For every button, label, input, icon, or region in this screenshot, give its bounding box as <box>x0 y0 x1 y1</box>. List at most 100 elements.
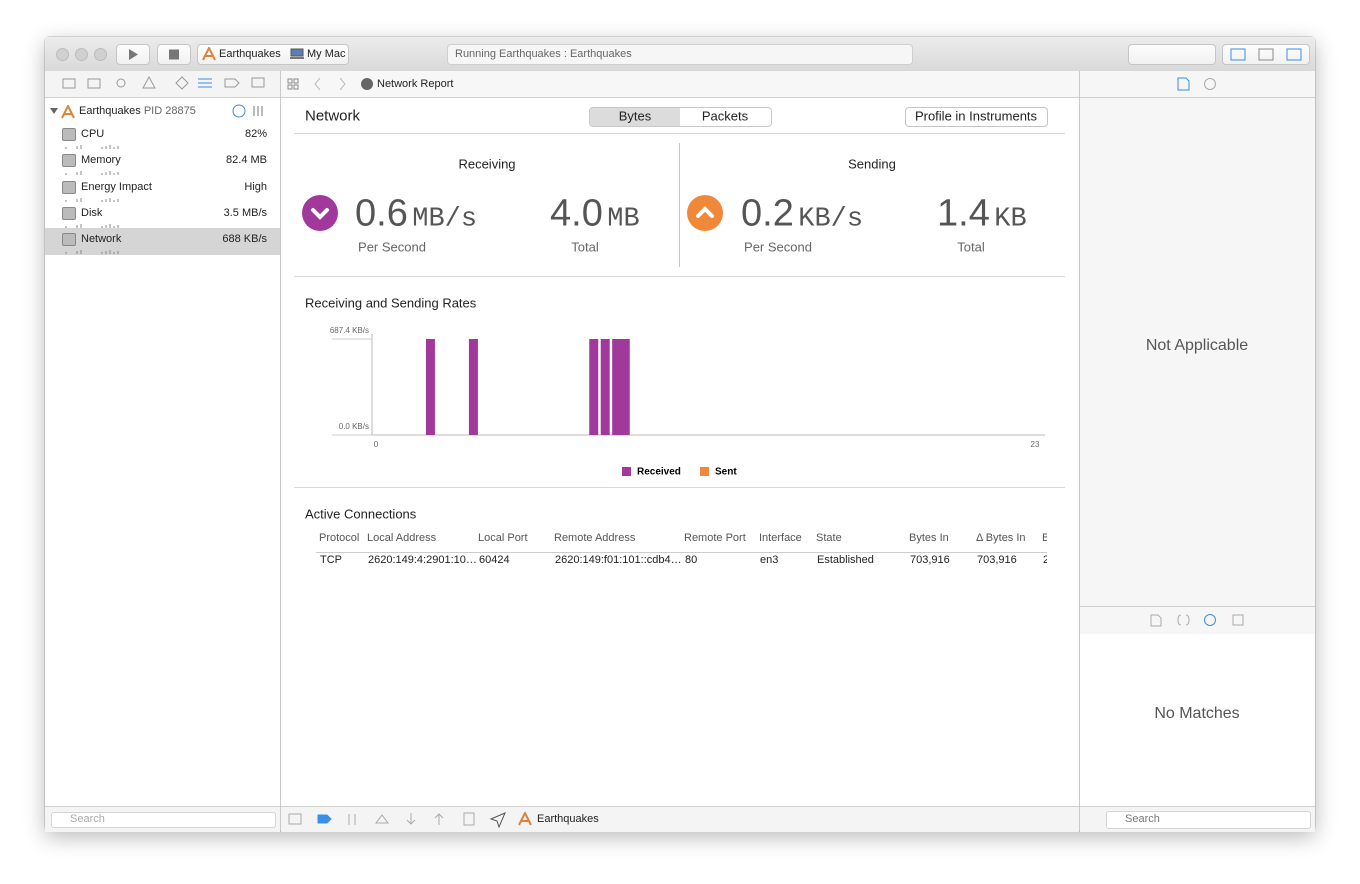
gauge-icon <box>62 206 76 220</box>
table-cell: 60424 <box>479 554 510 566</box>
receiving-total-value: 4.0 <box>550 192 603 235</box>
target-icon <box>518 812 532 826</box>
process-row[interactable]: Earthquakes PID 28875 <box>79 105 196 117</box>
process-icon <box>50 105 75 119</box>
view-toggle-buttons[interactable] <box>1222 44 1310 65</box>
table-cell: Established <box>817 554 874 566</box>
library-tabs <box>1080 606 1315 635</box>
gauge-sparkline <box>65 197 119 202</box>
column-header: Remote Address <box>554 532 636 544</box>
y-tick-label: 0.0 KB/s <box>339 422 369 431</box>
process-actions[interactable] <box>232 104 268 118</box>
connections-table: Protocol Local Address Local Port Remote Ad… <box>316 528 1047 578</box>
profile-button[interactable] <box>905 107 1048 127</box>
library-icons <box>1150 614 1244 627</box>
gauge-icon <box>62 154 76 168</box>
sending-title: Sending <box>848 156 896 172</box>
column-header: State <box>816 532 842 544</box>
receiving-rate: 0.6 MB/s <box>355 193 477 236</box>
table-cell: 80 <box>685 554 698 566</box>
zoom-button[interactable] <box>94 48 107 61</box>
scheme-selector[interactable] <box>197 44 349 65</box>
no-matches: No Matches <box>1154 705 1240 722</box>
not-applicable: Not Applicable <box>1145 337 1249 354</box>
sending-rate-value: 0.2 <box>741 192 794 235</box>
receiving-rate-label: Per Second <box>358 239 426 255</box>
navigator-divider <box>280 71 281 831</box>
inspector-tabs <box>1080 71 1315 98</box>
gauge-name: Disk <box>81 206 103 219</box>
receiving-rate-unit: MB/s <box>412 204 478 235</box>
minimize-button[interactable] <box>75 48 88 61</box>
chart-title: Receiving and Sending Rates <box>305 295 477 311</box>
legend-label: Received <box>637 467 681 478</box>
receiving-total-unit: MB <box>607 204 640 235</box>
gauge-sparkline <box>65 223 119 228</box>
library-search-field[interactable] <box>1106 811 1311 829</box>
receiving-total: 4.0 MB <box>550 193 640 236</box>
status-text: Running Earthquakes : Earthquakes <box>455 48 632 60</box>
table-cell: 703,916 <box>910 554 950 566</box>
stop-button[interactable] <box>157 44 191 65</box>
table-cell: 2620:149:4:2901:10… <box>368 554 477 566</box>
run-button[interactable] <box>116 44 150 65</box>
report-title: Network <box>305 107 361 125</box>
mac-icon <box>290 48 304 59</box>
table-cell: 2620:149:f01:101::cdb4… <box>555 554 682 566</box>
receiving-rate-value: 0.6 <box>355 192 408 235</box>
table-cell: en3 <box>760 554 779 566</box>
table-cell: 703,916 <box>977 554 1017 566</box>
x-tick-label: 0 <box>374 440 379 449</box>
separator <box>294 487 1065 488</box>
editor-mode-buttons[interactable] <box>1128 44 1216 65</box>
sending-total-unit: KB <box>994 204 1027 235</box>
gauge-value: 82% <box>244 128 267 140</box>
gauge-sparkline <box>65 145 119 149</box>
inspector-divider <box>1079 71 1080 831</box>
view-icons <box>1230 48 1302 61</box>
segment-selected <box>590 108 680 126</box>
column-header: Local Address <box>367 532 437 544</box>
sending-rate: 0.2 KB/s <box>741 193 863 236</box>
sending-icon <box>687 195 723 231</box>
sending-rate-unit: KB/s <box>798 204 864 235</box>
column-header: Δ Bytes In <box>976 532 1026 544</box>
sending-rate-label: Per Second <box>744 239 812 255</box>
selected-row <box>45 228 280 255</box>
navigator-icons <box>62 75 265 90</box>
gauge-name: CPU <box>81 128 105 140</box>
navigator-tabs <box>45 71 280 98</box>
gauge-value: 688 KB/s <box>222 233 267 246</box>
column-header: Local Port <box>478 532 528 544</box>
legend-swatch <box>700 467 709 476</box>
process-name: Earthquakes <box>79 105 141 117</box>
breadcrumb[interactable]: Network Report <box>377 78 454 90</box>
scheme-name: Earthquakes <box>219 48 281 60</box>
navigator-search-field[interactable] <box>51 812 276 828</box>
target-name[interactable]: Earthquakes <box>537 813 599 825</box>
bar <box>468 339 478 435</box>
destination: My Mac <box>307 48 346 60</box>
jump-bar-icons <box>287 77 373 91</box>
sending-total: 1.4 KB <box>937 193 1027 236</box>
gauge-sparkline <box>65 171 119 176</box>
inspector-icons <box>1177 77 1216 91</box>
stop-icon <box>169 49 179 60</box>
sending-total-label: Total <box>957 239 985 255</box>
debug-bar-icons <box>288 812 506 829</box>
gauge-icon <box>62 128 76 141</box>
table-cell: 2 <box>1043 554 1047 566</box>
segment-packets[interactable]: Packets <box>701 108 749 124</box>
status-bar <box>447 44 913 65</box>
receiving-icon <box>302 195 338 231</box>
debug-bar <box>281 806 1079 832</box>
receiving-title: Receiving <box>458 156 516 172</box>
close-button[interactable] <box>56 48 69 61</box>
bar <box>589 339 599 435</box>
column-header: Remote Port <box>684 532 746 544</box>
segment-bytes[interactable]: Bytes <box>618 108 652 124</box>
process-pid: PID 28875 <box>143 105 196 117</box>
library-list <box>1080 634 1315 806</box>
navigator-search-placeholder: Search <box>70 813 105 825</box>
